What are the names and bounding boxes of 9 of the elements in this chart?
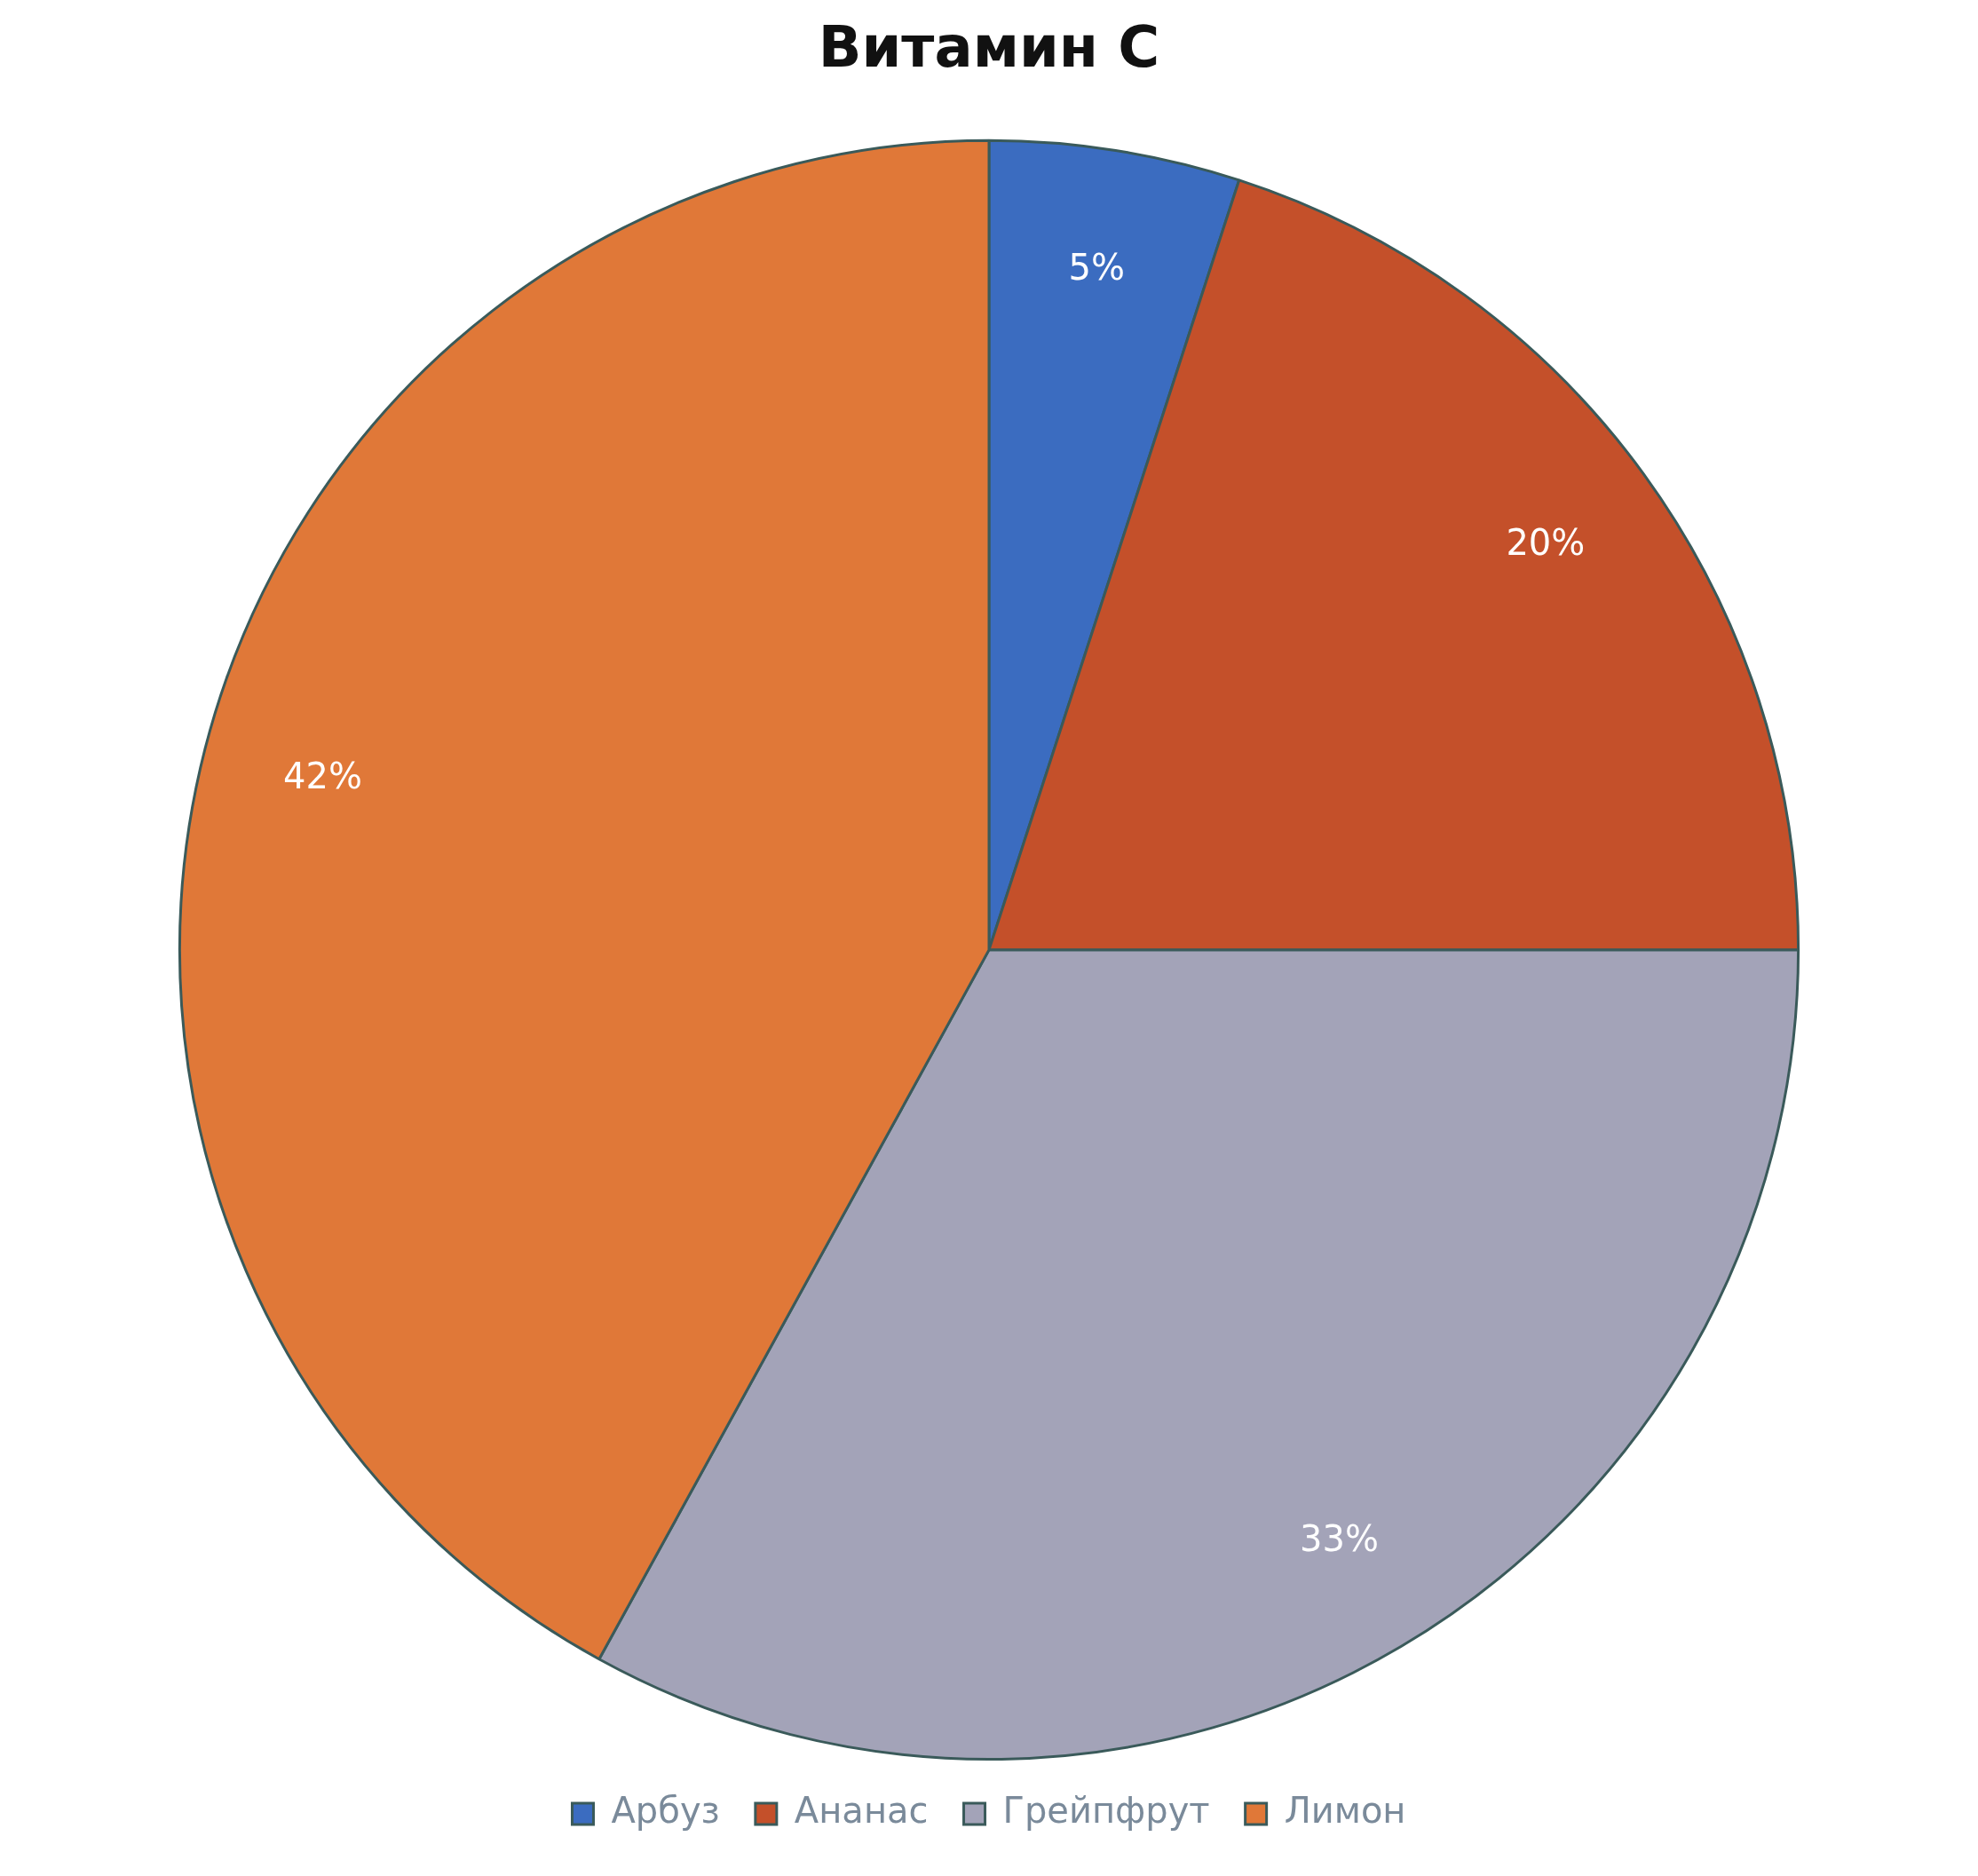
legend-label: Ананас [794, 1790, 929, 1832]
data-label: 5% [1068, 246, 1125, 288]
data-label: 33% [1299, 1518, 1379, 1560]
chart-title: Витамин C [818, 14, 1160, 81]
legend-label: Лимон [1284, 1790, 1406, 1832]
legend-label: Арбуз [611, 1790, 720, 1832]
legend-label: Грейпфрут [1002, 1790, 1210, 1832]
data-label: 20% [1506, 521, 1586, 563]
data-label: 42% [283, 755, 362, 796]
